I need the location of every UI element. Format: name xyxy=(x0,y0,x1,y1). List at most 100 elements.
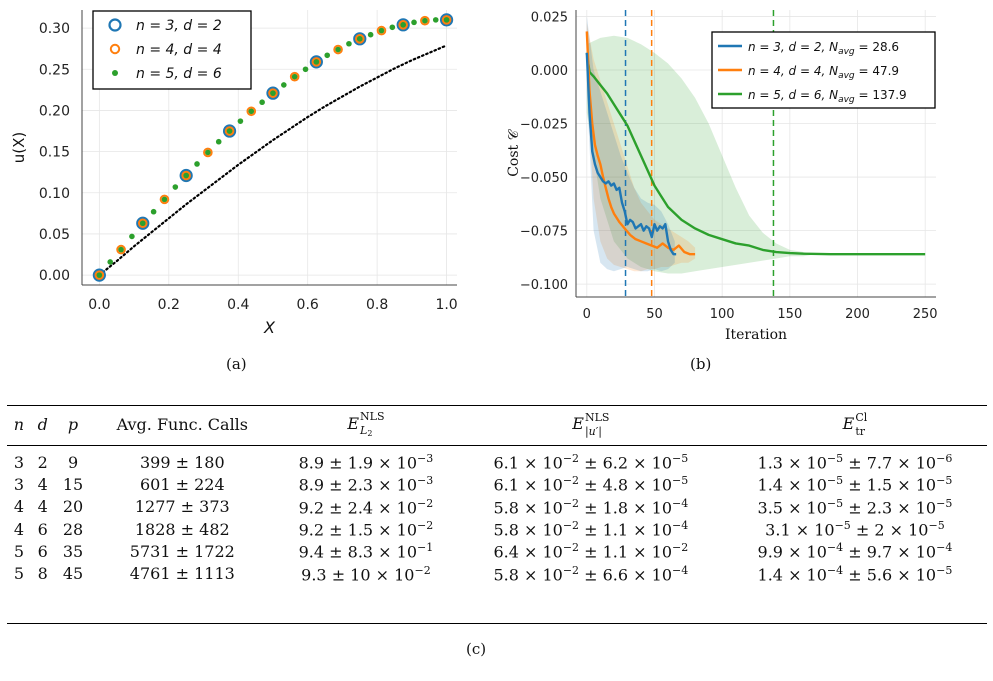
exponent: −4 xyxy=(936,541,953,555)
cell-error-3: 1.4 × 10−4 ± 5.6 × 10−5 xyxy=(723,563,987,592)
series-n5-point xyxy=(161,196,168,203)
x-axis-label: X xyxy=(263,318,276,337)
mantissa: 9.3 ± 10 × 10 xyxy=(301,564,415,584)
y-tick-label: 0.10 xyxy=(39,186,70,202)
exponent: −5 xyxy=(672,474,689,488)
exponent: −3 xyxy=(417,474,434,488)
cell-error-3: 9.9 × 10−4 ± 9.7 × 10−4 xyxy=(723,540,987,562)
exponent: −4 xyxy=(826,541,844,555)
x-tick-label: 0.6 xyxy=(297,297,319,313)
legend-marker-n5 xyxy=(112,70,118,76)
header-e-nls-du-sup: NLS xyxy=(584,411,610,424)
series-n5-point xyxy=(389,24,396,31)
cell-n: 4 xyxy=(13,497,25,517)
series-n5-point xyxy=(150,208,157,215)
cell-error-1: 8.9 ± 2.3 × 10−3 xyxy=(273,473,459,495)
mantissa: ± 6.6 × 10 xyxy=(579,564,673,584)
series-n5-point xyxy=(248,108,255,115)
exponent: −5 xyxy=(936,474,953,488)
cell-error-3: 3.5 × 10−5 ± 2.3 × 10−5 xyxy=(723,496,987,518)
legend-label: n = 3, d = 2, Navg = 28.6 xyxy=(748,40,899,57)
mantissa: 5.8 × 10 xyxy=(493,497,563,517)
series-n4-point xyxy=(311,57,322,67)
mantissa: 3.1 × 10 xyxy=(765,520,835,540)
legend-marker-n4 xyxy=(109,43,121,55)
mantissa: ± 7.7 × 10 xyxy=(843,453,937,473)
cell-d: 6 xyxy=(37,519,48,539)
series-n5-point xyxy=(226,128,233,134)
series-n5-point xyxy=(411,19,417,26)
series-n4-point xyxy=(420,15,430,26)
table-header-row: n d p Avg. Func. Calls E NLS L2 E NLS |u′| E… xyxy=(7,405,987,442)
header-e-nls-l2-subsub: 2 xyxy=(367,429,373,438)
x-axis-label: Iteration xyxy=(725,327,787,343)
series-n5-point xyxy=(422,17,428,24)
cell-calls: 1277 ± 373 xyxy=(134,497,230,517)
cell-n: 3 xyxy=(13,474,25,494)
series-n5-point xyxy=(356,36,363,42)
header-e-cl-tr: E Cl tr xyxy=(723,405,987,442)
exponent: −4 xyxy=(672,563,689,577)
header-e-nls-du-sub: |u′| xyxy=(584,425,602,438)
series-n4-point xyxy=(181,170,191,181)
series-n4-point xyxy=(333,44,343,55)
cell-error-3: 1.3 × 10−5 ± 7.7 × 10−6 xyxy=(723,442,987,473)
cell-error-3: 3.1 × 10−5 ± 2 × 10−5 xyxy=(723,518,987,540)
series-n5-point xyxy=(400,22,406,28)
legend-label-sub: avg xyxy=(838,47,855,57)
header-e-nls-du: E NLS |u′| xyxy=(459,405,723,442)
legend-a: n = 3, d = 2 n = 4, d = 4 n = 5, d = 6 xyxy=(92,10,252,90)
mantissa: 1.4 × 10 xyxy=(757,475,827,495)
cell-d: 6 xyxy=(37,541,48,561)
y-tick-label: −0.100 xyxy=(520,278,568,293)
series-n4-point xyxy=(246,106,257,117)
exponent: −2 xyxy=(417,496,434,510)
legend-label-value: = 47.9 xyxy=(855,64,899,78)
mantissa: 8.9 ± 1.9 × 10 xyxy=(298,453,418,473)
series-n5-point xyxy=(237,118,244,124)
table-row: 4 6 28 1828 ± 482 9.2 ± 1.5 × 10−2 5.8 × 10−2… xyxy=(7,518,987,540)
header-e-nls-l2-sup: NLS xyxy=(360,410,385,423)
cell-error-2: 5.8 × 10−2 ± 1.1 × 10−4 xyxy=(459,518,723,540)
mantissa: 3.5 × 10 xyxy=(757,497,827,517)
series-n5-point xyxy=(291,73,298,80)
chart-a-solution-profile: 0.0 0.2 0.4 0.6 0.8 1.0 0.00 0.05 0.10 0.15 0.20 0.… xyxy=(10,10,458,337)
cell-error-2: 5.8 × 10−2 ± 6.6 × 10−4 xyxy=(459,563,723,592)
table-header-rule xyxy=(7,445,987,446)
y-tick-label: 0.15 xyxy=(39,145,70,161)
cell-calls: 399 ± 180 xyxy=(139,452,225,472)
cell-error-1: 9.3 ± 10 × 10−2 xyxy=(273,563,459,592)
exponent: −4 xyxy=(672,518,689,532)
legend-label: n = 3, d = 2 xyxy=(136,18,222,34)
series-n5-point xyxy=(194,161,200,167)
cost-series-line xyxy=(585,52,926,256)
exponent: −1 xyxy=(417,541,434,555)
table-top-rule xyxy=(7,405,987,406)
header-e-nls-l2-sub: L xyxy=(360,424,368,437)
cell-error-3: 1.4 × 10−5 ± 1.5 × 10−5 xyxy=(723,473,987,495)
table-bottom-rule xyxy=(7,623,987,624)
series-n5-point xyxy=(118,246,124,253)
y-tick-label: 0.20 xyxy=(39,103,70,119)
legend-label: n = 5, d = 6 xyxy=(136,66,222,82)
y-tick-label: 0.000 xyxy=(531,64,568,79)
mantissa: 1.4 × 10 xyxy=(757,564,827,584)
exponent: −5 xyxy=(936,563,953,577)
series-n5-point xyxy=(215,138,222,145)
series-n4-point xyxy=(398,20,408,30)
x-tick-label: 0.2 xyxy=(158,297,180,313)
caption-c: (c) xyxy=(466,640,487,658)
exponent: −4 xyxy=(672,496,689,510)
series-n5-point xyxy=(346,40,352,47)
header-e-cl-tr-base: E xyxy=(842,414,855,433)
y-axis-label: Cost 𝒞 xyxy=(506,128,522,176)
y-tick-label: 0.30 xyxy=(39,21,70,37)
series-n4-point xyxy=(376,25,387,36)
y-tick-label: 0.25 xyxy=(39,62,70,78)
x-tick-label: 0.0 xyxy=(88,297,110,313)
exponent: −2 xyxy=(562,541,580,555)
cell-error-2: 5.8 × 10−2 ± 1.8 × 10−4 xyxy=(459,496,723,518)
header-d: d xyxy=(37,415,48,434)
cell-p: 20 xyxy=(62,497,84,517)
cell-error-2: 6.1 × 10−2 ± 4.8 × 10−5 xyxy=(459,473,723,495)
